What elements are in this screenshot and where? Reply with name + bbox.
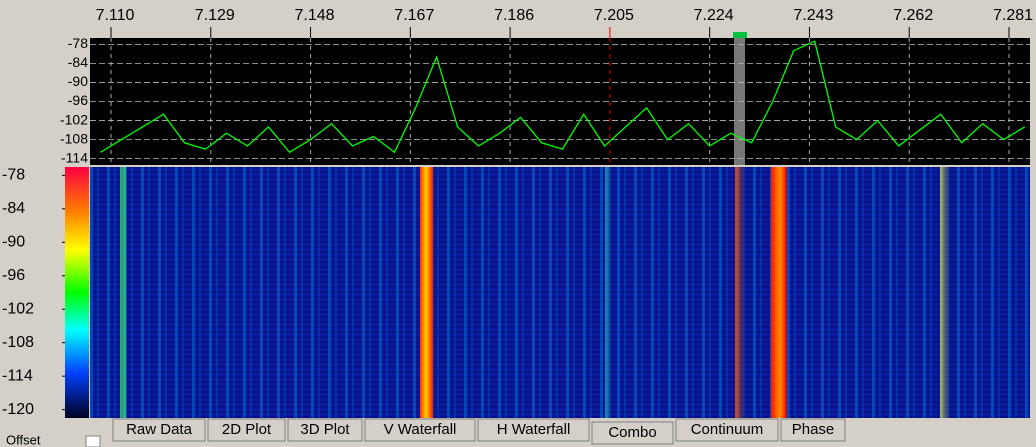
scale-label: -120	[2, 401, 34, 418]
frequency-label: 7.129	[195, 7, 235, 24]
tab-label[interactable]: Combo	[608, 424, 656, 441]
frequency-label: 7.167	[394, 7, 434, 24]
spectrum-trace	[100, 40, 1026, 154]
frequency-label: 7.148	[295, 7, 335, 24]
tab[interactable]	[477, 418, 590, 442]
tab-label[interactable]: V Waterfall	[384, 421, 457, 438]
tab[interactable]	[364, 418, 476, 442]
waterfall-image	[90, 167, 1030, 418]
frequency-label: 7.281	[993, 7, 1033, 24]
tab[interactable]	[287, 418, 363, 442]
scale-label: -114	[2, 367, 33, 384]
tab-label[interactable]: 2D Plot	[222, 421, 272, 438]
frequency-label: 7.262	[893, 7, 933, 24]
cursor-handle[interactable]	[733, 32, 747, 38]
tab-label[interactable]: H Waterfall	[497, 421, 571, 438]
tab[interactable]	[112, 418, 206, 442]
tab[interactable]	[591, 421, 674, 445]
offset-label: Offset	[6, 432, 41, 447]
y-tick-label: -84	[68, 54, 88, 70]
frequency-bar	[0, 0, 1036, 31]
scale-label: -96	[2, 267, 25, 284]
frequency-label: 7.205	[594, 7, 634, 24]
frequency-label: 7.186	[494, 7, 534, 24]
scale-label: -108	[2, 334, 34, 351]
offset-input[interactable]	[85, 435, 101, 447]
color-bar	[65, 167, 89, 418]
tab[interactable]	[675, 418, 779, 442]
frequency-label: 7.224	[694, 7, 734, 24]
tab-label[interactable]: Continuum	[691, 421, 764, 438]
frequency-label: 7.243	[793, 7, 833, 24]
scale-label: -90	[2, 234, 25, 251]
tab[interactable]	[207, 418, 286, 442]
tab-label[interactable]: Raw Data	[126, 421, 193, 438]
y-tick-label: -90	[68, 73, 88, 89]
tab-label[interactable]: Phase	[792, 421, 835, 438]
scale-label: -102	[2, 300, 34, 317]
scale-label: -84	[2, 200, 25, 217]
y-tick-label: -114	[61, 149, 88, 165]
y-tick-label: -96	[68, 92, 88, 108]
frequency-label: 7.110	[96, 7, 135, 24]
tab[interactable]	[780, 418, 846, 442]
y-tick-label: -102	[60, 111, 88, 127]
y-tick-label: -78	[68, 35, 88, 51]
y-tick-label: -108	[60, 130, 88, 146]
tab-label[interactable]: 3D Plot	[300, 421, 350, 438]
scale-label: -78	[2, 167, 25, 184]
